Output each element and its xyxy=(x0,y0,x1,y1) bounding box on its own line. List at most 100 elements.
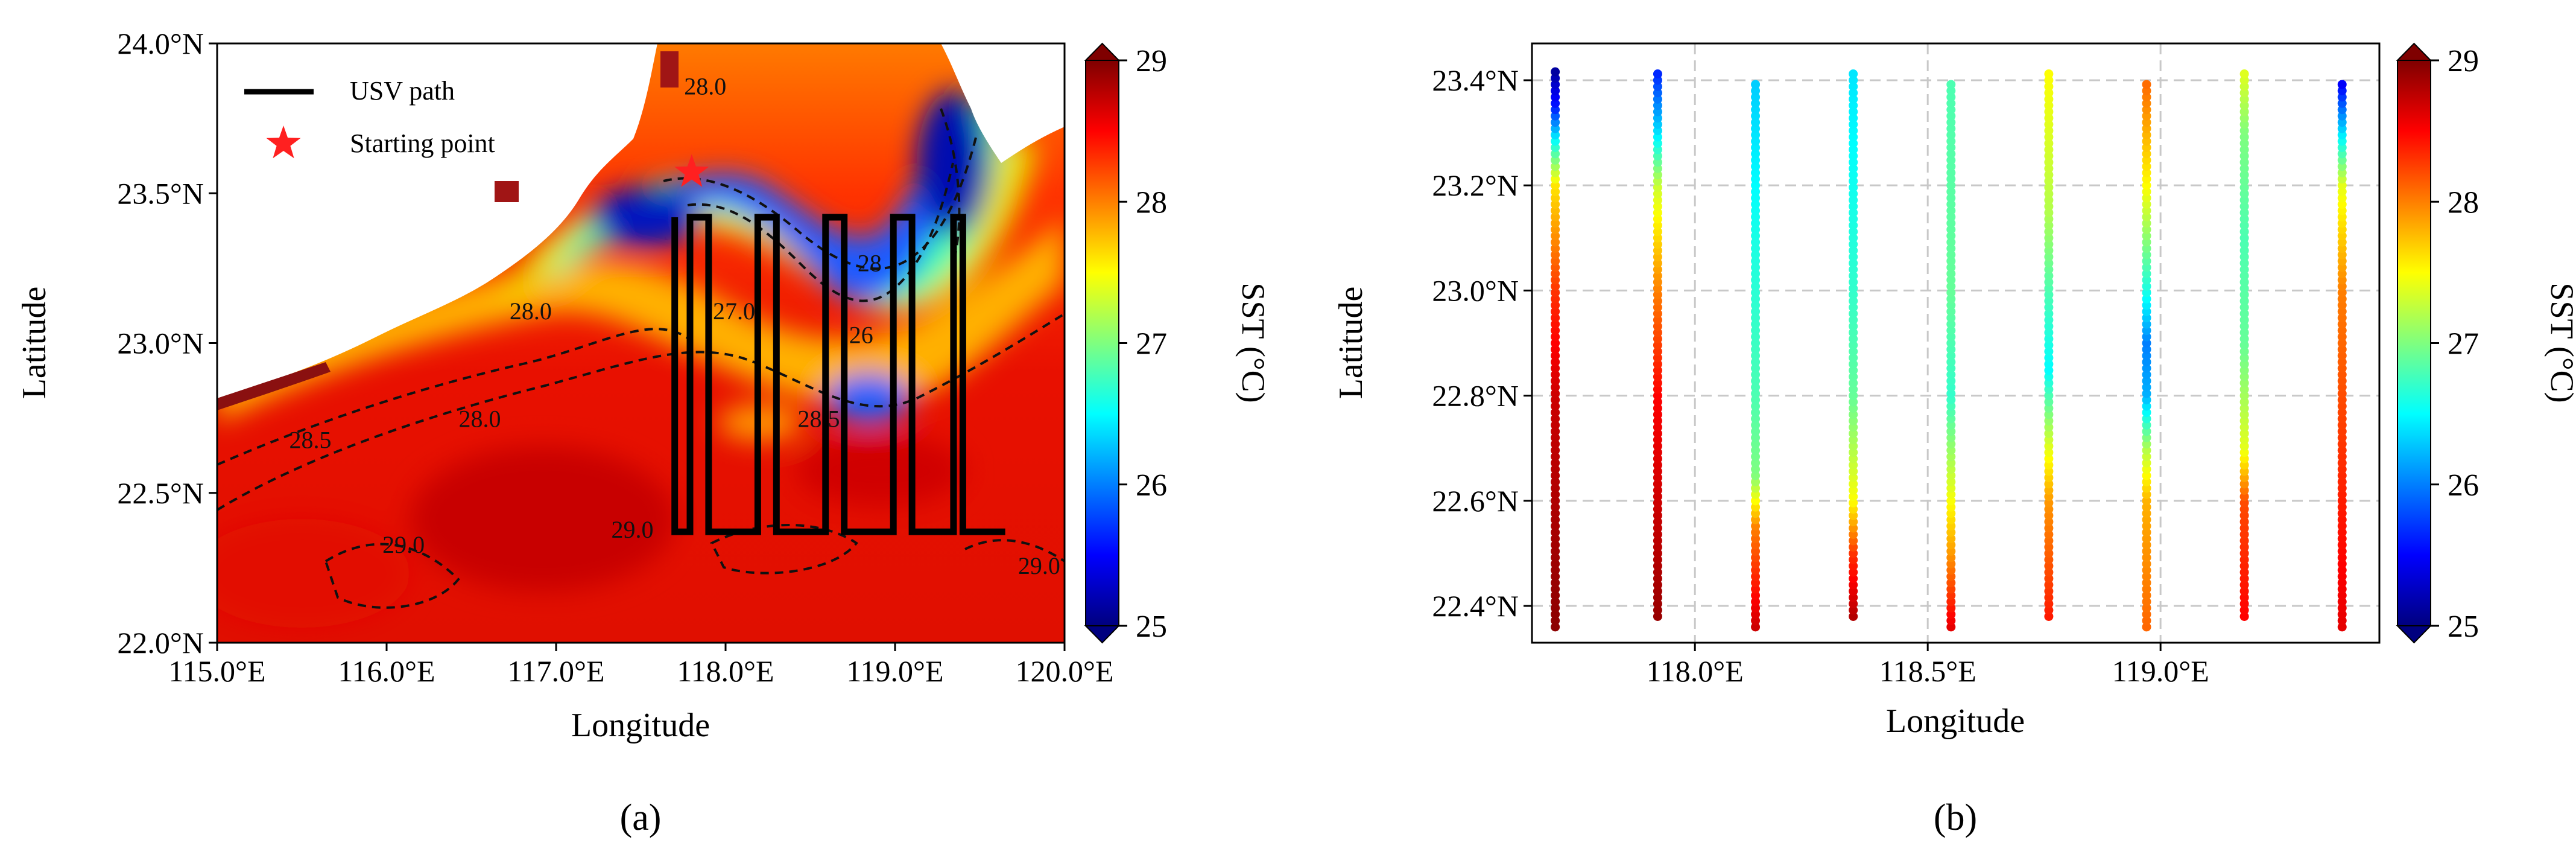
sst-point-track-6 xyxy=(2044,208,2054,217)
sst-point-track-8 xyxy=(2239,384,2249,394)
sst-point-track-9 xyxy=(2337,332,2347,342)
sst-point-track-4 xyxy=(1849,492,1858,501)
sst-point-track-3 xyxy=(1751,187,1761,197)
sst-point-track-3 xyxy=(1751,597,1761,607)
sst-point-track-3 xyxy=(1751,540,1761,550)
sst-point-track-5 xyxy=(1946,263,1956,272)
sst-point-track-6 xyxy=(2044,101,2054,110)
sst-point-track-7 xyxy=(2142,571,2151,581)
sst-point-track-3 xyxy=(1751,206,1761,215)
sst-point-track-8 xyxy=(2239,466,2249,476)
sst-point-track-6 xyxy=(2044,410,2054,419)
sst-point-track-8 xyxy=(2239,208,2249,217)
sst-point-track-6 xyxy=(2044,593,2054,602)
sst-point-track-5 xyxy=(1946,301,1956,310)
sst-point-track-2 xyxy=(1653,158,1662,167)
sst-point-track-4 xyxy=(1849,240,1858,249)
sst-point-track-1 xyxy=(1551,237,1560,247)
sst-point-track-8 xyxy=(2239,530,2249,540)
sst-point-track-7 xyxy=(2142,578,2151,588)
sst-point-track-1 xyxy=(1551,401,1560,411)
colorbar-tick-label: 27 xyxy=(1136,327,1167,361)
sst-point-track-9 xyxy=(2337,578,2347,588)
sst-point-track-6 xyxy=(2044,183,2054,193)
sst-point-track-1 xyxy=(1551,610,1560,619)
sst-point-track-3 xyxy=(1751,509,1761,518)
sst-point-track-9 xyxy=(2337,244,2347,253)
y-tick-label: 23.0°N xyxy=(1432,273,1519,307)
sst-point-track-9 xyxy=(2337,288,2347,298)
sst-point-track-8 xyxy=(2239,202,2249,211)
sst-point-track-6 xyxy=(2044,366,2054,375)
sst-point-track-5 xyxy=(1946,439,1956,449)
sst-point-track-7 xyxy=(2142,527,2151,537)
sst-point-track-6 xyxy=(2044,549,2054,558)
sst-point-track-3 xyxy=(1751,111,1761,121)
sst-point-track-3 xyxy=(1751,212,1761,221)
sst-point-track-6 xyxy=(2044,561,2054,571)
sst-point-track-8 xyxy=(2239,435,2249,445)
colorbar-tick-label: 25 xyxy=(2448,610,2479,644)
sst-point-track-2 xyxy=(1653,517,1662,527)
sst-point-track-2 xyxy=(1653,441,1662,451)
sst-point-track-9 xyxy=(2337,395,2347,405)
sst-point-track-1 xyxy=(1551,212,1560,221)
y-tick-label: 23.2°N xyxy=(1432,168,1519,202)
sst-point-track-3 xyxy=(1751,546,1761,556)
sst-point-track-1 xyxy=(1551,174,1560,184)
coast-islet xyxy=(495,181,519,202)
starting-point-star xyxy=(674,154,709,187)
sst-point-track-5 xyxy=(1946,515,1956,524)
sst-point-track-7 xyxy=(2142,263,2151,272)
sst-point-track-5 xyxy=(1946,256,1956,266)
sst-point-track-9 xyxy=(2337,591,2347,600)
sst-point-track-7 xyxy=(2142,231,2151,241)
sst-point-track-6 xyxy=(2044,252,2054,262)
sst-point-track-6 xyxy=(2044,271,2054,281)
sst-point-track-4 xyxy=(1849,284,1858,293)
sst-point-track-9 xyxy=(2337,515,2347,524)
colorbar-extend-max xyxy=(1084,42,1121,61)
sst-point-track-5 xyxy=(1946,509,1956,518)
sst-point-track-3 xyxy=(1751,313,1761,323)
sst-point-track-1 xyxy=(1551,142,1560,152)
sst-point-track-1 xyxy=(1551,427,1560,436)
sst-point-track-3 xyxy=(1751,622,1761,632)
sst-point-track-8 xyxy=(2239,309,2249,319)
sst-point-track-5 xyxy=(1946,98,1956,108)
sst-point-track-6 xyxy=(2044,296,2054,306)
sst-point-track-9 xyxy=(2337,275,2347,285)
sst-point-track-2 xyxy=(1653,466,1662,476)
sst-point-track-3 xyxy=(1751,149,1761,159)
colorbar-gradient xyxy=(2397,60,2431,626)
sst-point-track-5 xyxy=(1946,496,1956,506)
sst-point-track-6 xyxy=(2044,322,2054,331)
sst-point-track-7 xyxy=(2142,565,2151,575)
sst-point-track-3 xyxy=(1751,565,1761,575)
sst-point-track-2 xyxy=(1653,404,1662,413)
sst-point-track-2 xyxy=(1653,252,1662,262)
sst-point-track-2 xyxy=(1653,530,1662,540)
sst-point-track-5 xyxy=(1946,155,1956,165)
sst-point-track-8 xyxy=(2239,252,2249,262)
sst-point-track-1 xyxy=(1551,622,1560,632)
sst-point-track-6 xyxy=(2044,246,2054,255)
sst-point-track-2 xyxy=(1653,366,1662,375)
sst-point-track-5 xyxy=(1946,130,1956,140)
sst-point-track-7 xyxy=(2142,124,2151,133)
sst-point-track-3 xyxy=(1751,439,1761,449)
sst-point-track-9 xyxy=(2337,420,2347,430)
sst-point-track-3 xyxy=(1751,502,1761,512)
colorbar-tick-label: 26 xyxy=(2448,468,2479,503)
sst-point-track-3 xyxy=(1751,307,1761,316)
sst-point-track-4 xyxy=(1849,372,1858,381)
sst-point-track-3 xyxy=(1751,483,1761,493)
sst-point-track-7 xyxy=(2142,351,2151,360)
contour-labels: 28.0 28.0 28.0 28.5 27.0 28.5 28 26 29.0 29.0 29.0 xyxy=(290,72,1060,579)
sst-point-track-7 xyxy=(2142,86,2151,95)
sst-point-track-4 xyxy=(1849,101,1858,110)
sst-point-track-1 xyxy=(1551,407,1560,417)
coast-edge-west xyxy=(217,362,331,410)
sst-point-track-7 xyxy=(2142,502,2151,512)
